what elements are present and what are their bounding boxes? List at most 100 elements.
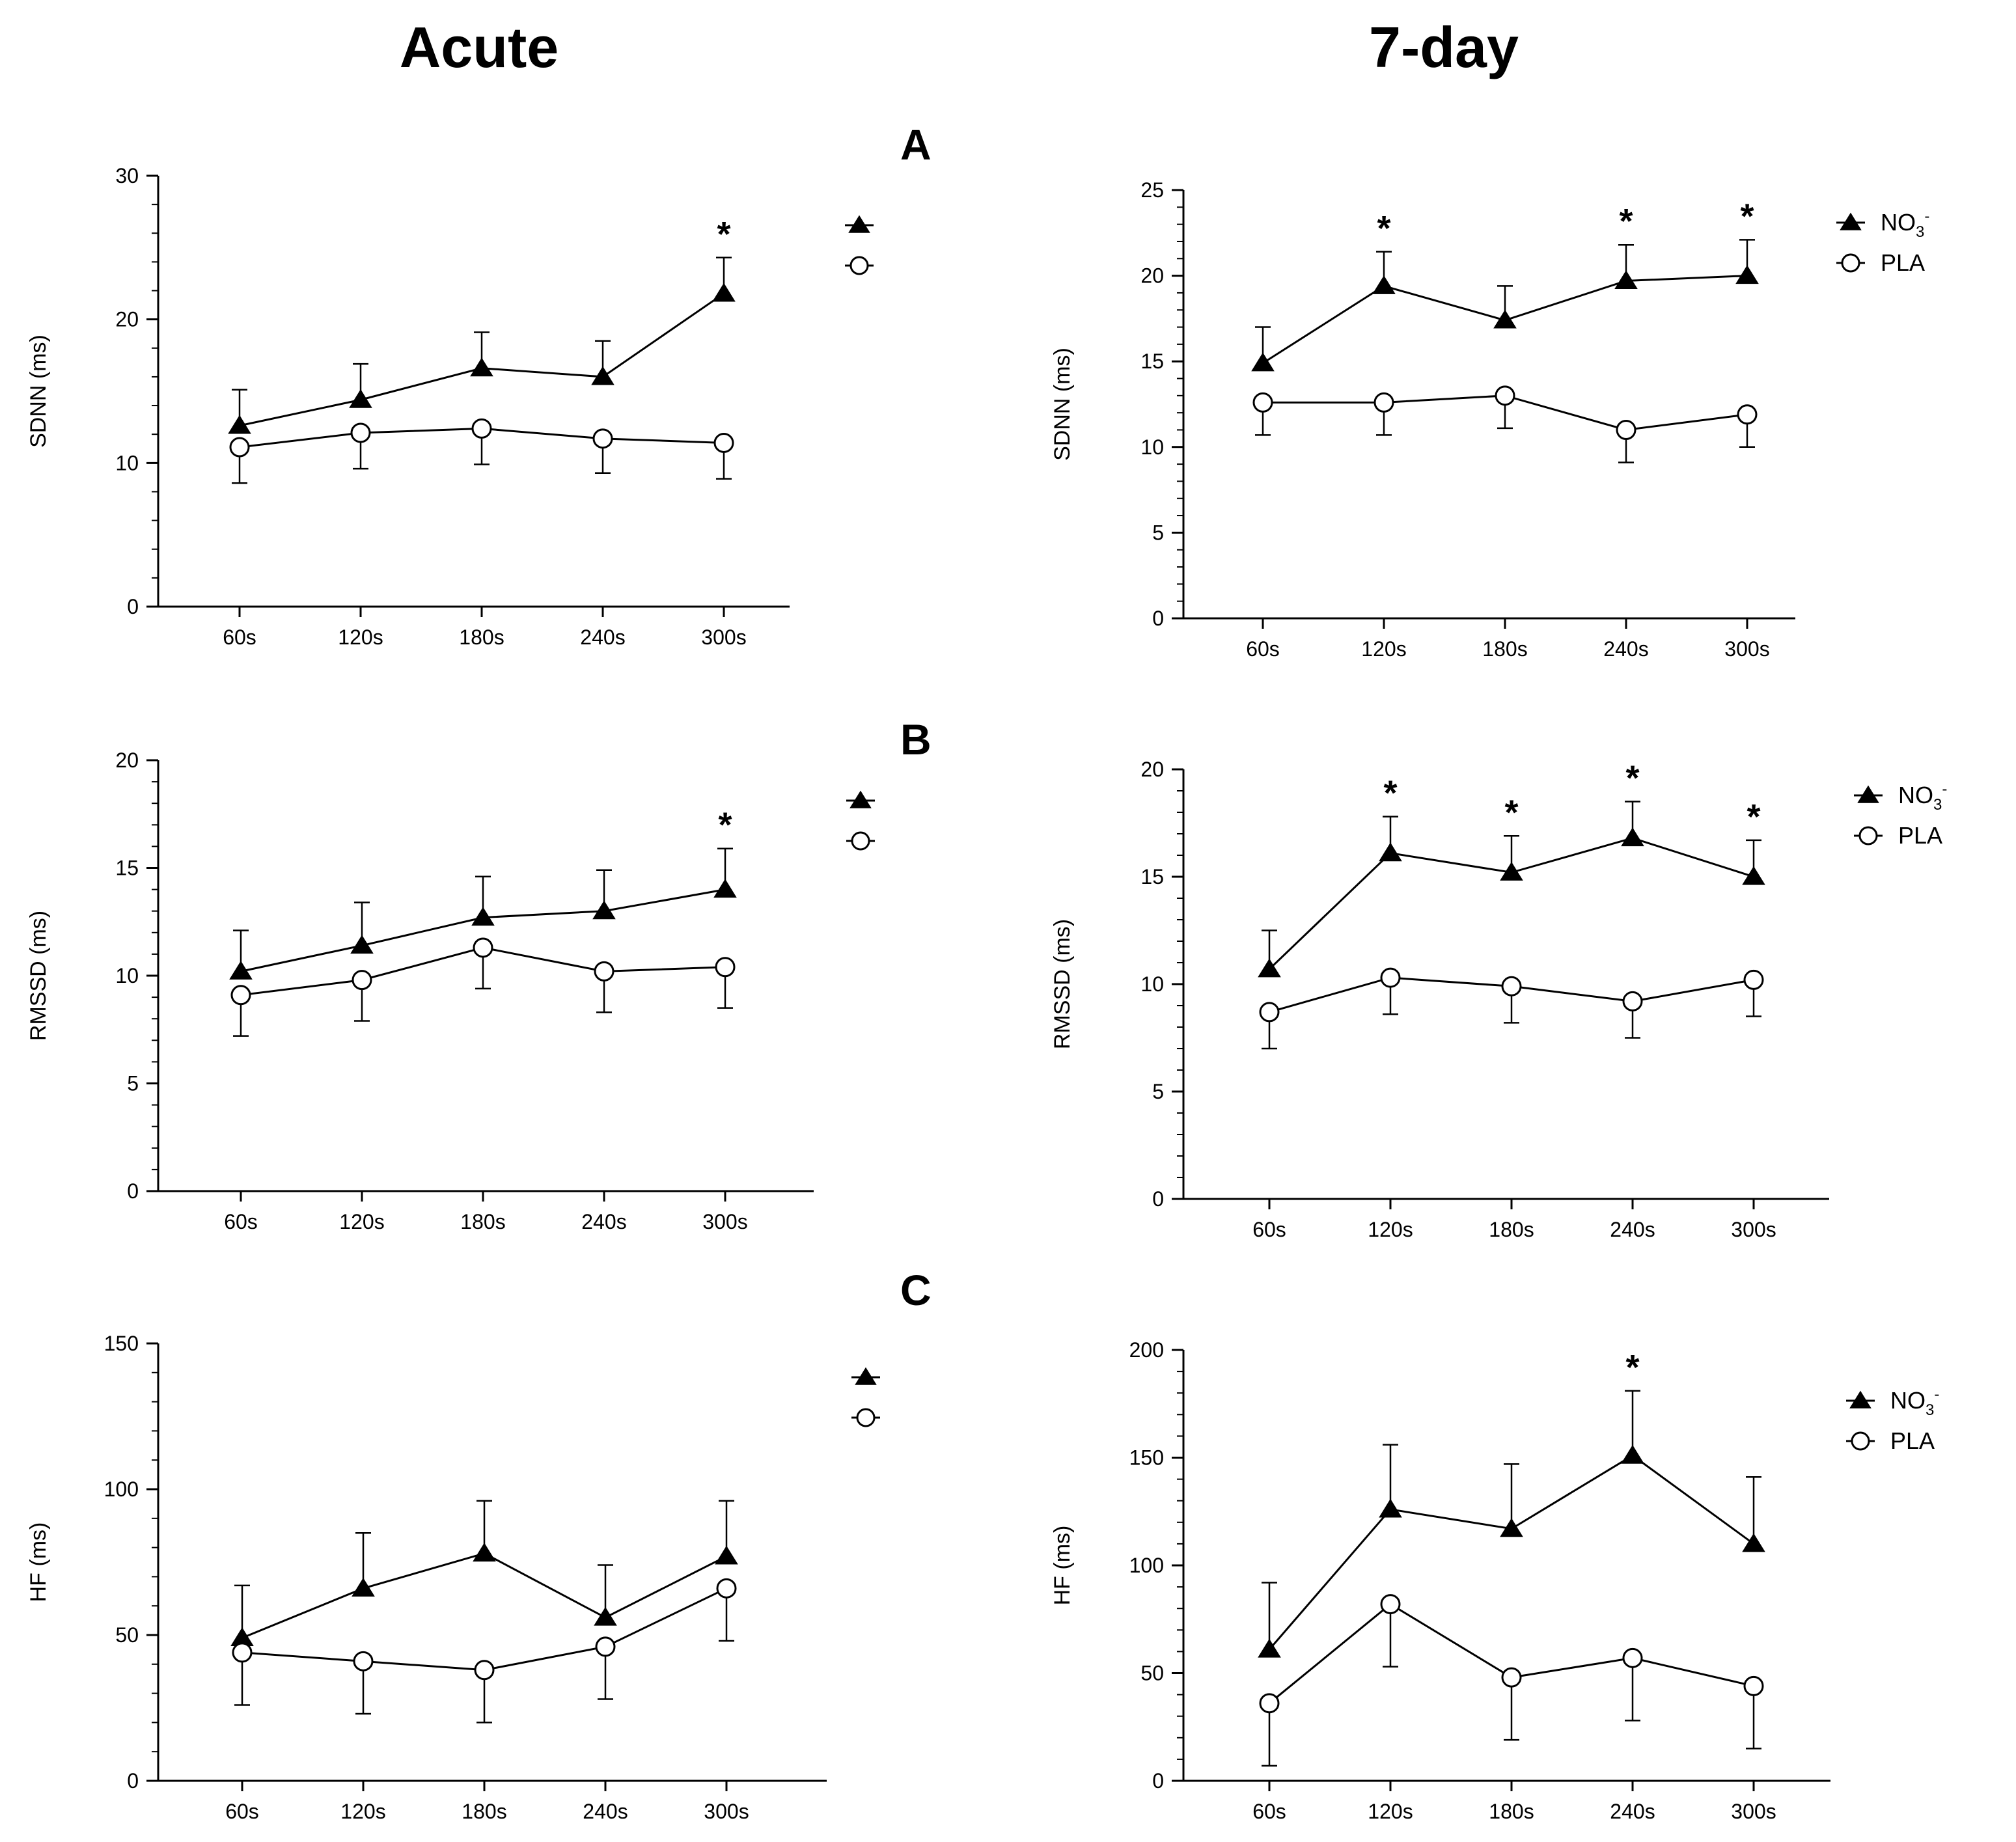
y-tick-label: 100 [1129,1554,1164,1577]
x-tick-label: 60s [225,1800,259,1823]
x-tick-label: 240s [1603,637,1648,661]
legend-label-no3: NO3- [1898,780,1947,814]
legend-triangle-icon [848,215,870,233]
legend [845,215,874,275]
data-point-triangle [470,357,493,377]
chart-acute_hf: 0 50 100 150 HF (ms) 60s 120s 180s 240s 300s [26,1332,880,1823]
data-point-circle [232,1642,253,1663]
data-point-triangle [1251,352,1275,372]
x-tick-label: 300s [1731,1800,1776,1823]
significance-star: * [717,215,730,254]
x-tick-label: 60s [224,1210,258,1233]
x-tick-label: 60s [223,625,256,649]
legend [851,1367,880,1427]
x-tick-label: 240s [1610,1800,1655,1823]
data-point-triangle [228,415,251,434]
x-tick-label: 180s [460,1210,505,1233]
x-tick-label: 60s [1252,1218,1286,1241]
data-point-circle [594,961,614,982]
data-point-circle [1743,1675,1764,1696]
data-point-circle [1737,404,1758,425]
data-point-triangle [1621,827,1644,847]
data-point-circle [1495,385,1515,406]
data-point-triangle [471,907,495,926]
y-tick-label: 20 [115,749,139,772]
data-point-triangle [349,389,372,408]
x-tick-label: 180s [459,625,504,649]
y-tick-label: 150 [1129,1446,1164,1470]
data-point-triangle [592,900,616,920]
data-point-circle [1259,1693,1280,1714]
data-point-circle [1622,1647,1643,1668]
y-tick-label: 15 [1140,350,1164,373]
x-tick-label: 120s [338,625,383,649]
column-title-7day: 7-day [1369,15,1519,79]
series-no3 [230,1500,738,1646]
series-no3 [1251,239,1759,372]
data-point-triangle [1258,1638,1281,1658]
x-tick-label: 300s [701,625,746,649]
legend-triangle-icon [1857,785,1879,803]
chart-acute_rmssd: 0 5 10 15 20 RMSSD (ms) 60s 120s 180s 240s 300s * [26,749,875,1233]
y-axis-label: HF (ms) [26,1522,51,1602]
data-point-triangle [473,1543,496,1562]
series-pla [1259,1594,1764,1767]
chart-day7_sdnn: 0 5 10 15 20 25 SDNN (ms) 60s 120s 180s 240s 300s * *… [1050,178,1929,661]
data-point-circle [352,970,372,991]
data-point-circle [474,1660,495,1681]
data-point-triangle [352,1578,375,1597]
y-tick-label: 15 [1140,865,1164,888]
y-axis-label: HF (ms) [1050,1526,1075,1606]
legend: NO3- PLA [1854,780,1947,849]
y-tick-label: 0 [127,1179,139,1203]
x-tick-label: 180s [1482,637,1527,661]
y-tick-label: 25 [1140,178,1164,202]
y-tick-label: 5 [1152,521,1164,544]
series-pla [1259,967,1764,1050]
legend-circle-icon [1841,253,1860,273]
data-point-circle [1622,991,1643,1011]
data-point-circle [471,418,492,439]
series-line [242,1587,727,1671]
legend-circle-icon [851,831,870,851]
chart-day7_rmssd: 0 5 10 15 20 RMSSD (ms) 60s 120s 180s 240s 300s * * *… [1050,758,1947,1241]
y-tick-label: 0 [1152,607,1164,630]
y-tick-label: 0 [127,1769,139,1793]
y-tick-label: 10 [1140,435,1164,459]
legend-circle-icon [1851,1431,1870,1451]
y-tick-label: 50 [115,1623,139,1647]
x-tick-label: 60s [1252,1800,1286,1823]
data-point-triangle [715,1545,738,1565]
series-no3 [1258,1390,1765,1658]
x-tick-label: 120s [1368,1218,1413,1241]
legend-label-no3: NO3- [1881,208,1929,241]
data-point-triangle [1379,842,1402,862]
data-point-triangle [712,282,736,302]
x-tick-label: 300s [1724,637,1769,661]
series-pla [232,1578,737,1724]
y-tick-label: 5 [127,1072,139,1095]
significance-star: * [1747,797,1760,836]
data-point-circle [1501,1667,1522,1688]
legend-circle-icon [1858,826,1878,845]
series-pla [230,937,736,1037]
legend: NO3- PLA [1836,208,1929,276]
legend-triangle-icon [849,790,872,808]
data-point-circle [1743,969,1764,990]
significance-star: * [1740,197,1754,236]
data-point-circle [230,985,251,1006]
chart-day7_hf: 0 50 100 150 200 HF (ms) 60s 120s 180s 240s 300s * N… [1050,1338,1939,1823]
data-point-triangle [1258,958,1281,978]
series-no3 [1258,801,1765,978]
data-point-circle [1374,392,1394,413]
data-point-circle [1616,419,1636,440]
column-title-acute: Acute [399,15,559,79]
series-line [242,1552,727,1639]
data-point-triangle [1742,1533,1765,1552]
data-point-circle [229,437,250,458]
y-tick-label: 50 [1140,1662,1164,1685]
y-tick-label: 0 [1152,1769,1164,1793]
significance-star: * [1383,774,1397,813]
x-tick-label: 120s [340,1800,385,1823]
